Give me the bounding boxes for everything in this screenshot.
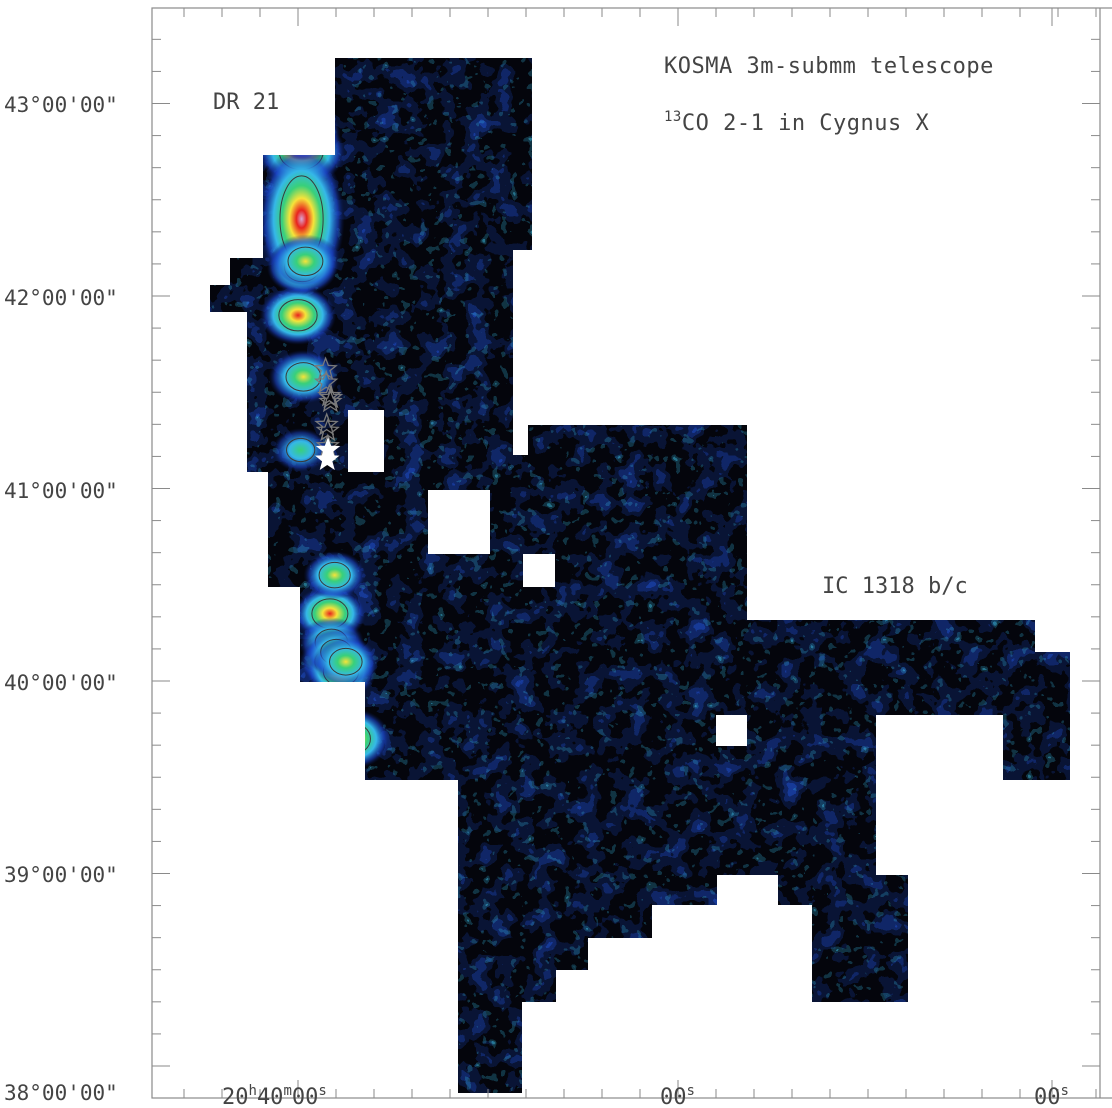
y-tick-label-41: 41°00'00" [4, 479, 118, 503]
emission-source [286, 1007, 363, 1067]
coverage-gaps [348, 410, 747, 746]
annotation-dr21: DR 21 [213, 90, 279, 115]
star-marker [317, 383, 342, 407]
emission-source [293, 884, 366, 940]
intensity-contour [309, 723, 347, 754]
intensity-contour [318, 561, 351, 589]
intensity-contour [305, 923, 348, 959]
intensity-contour [328, 880, 358, 905]
chart-subtitle: 13CO 2-1 in Cygnus X [664, 109, 930, 136]
intensity-contour [329, 647, 363, 676]
y-tick-label-38: 38°00'00" [4, 1081, 118, 1105]
y-tick-label-43: 43°00'00" [4, 93, 118, 117]
intensity-contour [319, 860, 352, 887]
emission-source [314, 870, 371, 915]
star-marker [314, 412, 339, 436]
x-tick-label-first: 20h40m00s [222, 1083, 327, 1108]
intensity-contour [304, 1020, 345, 1054]
subtitle-text: CO 2-1 in Cygnus X [682, 111, 930, 136]
emission-source [285, 909, 368, 973]
annotation-ic1318: IC 1318 b/c [822, 574, 968, 599]
emission-source [304, 849, 367, 898]
emission-source [313, 636, 379, 687]
x-tick-label-right: 00s [1034, 1083, 1069, 1108]
subtitle-superscript: 13 [664, 109, 682, 125]
x-tick-label-mid: 00s [660, 1083, 695, 1108]
intensity-contour [286, 437, 316, 463]
intensity-contour [287, 246, 324, 277]
emission-source [259, 285, 337, 345]
chart-title: KOSMA 3m-submm telescope [664, 54, 994, 79]
intensity-contour [285, 117, 323, 148]
y-tick-label-40: 40°00'00" [4, 671, 118, 695]
emission-source [291, 710, 364, 767]
star-marker [315, 446, 340, 471]
star-markers [313, 356, 344, 471]
emission-source [310, 708, 391, 770]
intensity-contour [311, 896, 349, 928]
star-marker [313, 369, 339, 394]
intensity-contour [324, 774, 355, 800]
y-tick-label-39: 39°00'00" [4, 863, 118, 887]
star-marker [318, 389, 343, 413]
emission-source [270, 234, 341, 289]
star-marker [318, 385, 344, 409]
intensity-contour [330, 722, 371, 756]
emission-source [272, 428, 329, 472]
y-tick-label-42: 42°00'00" [4, 286, 118, 310]
emission-source [303, 551, 366, 600]
emission-source [309, 763, 370, 810]
star-marker [315, 437, 341, 461]
intensity-contour [278, 299, 318, 332]
